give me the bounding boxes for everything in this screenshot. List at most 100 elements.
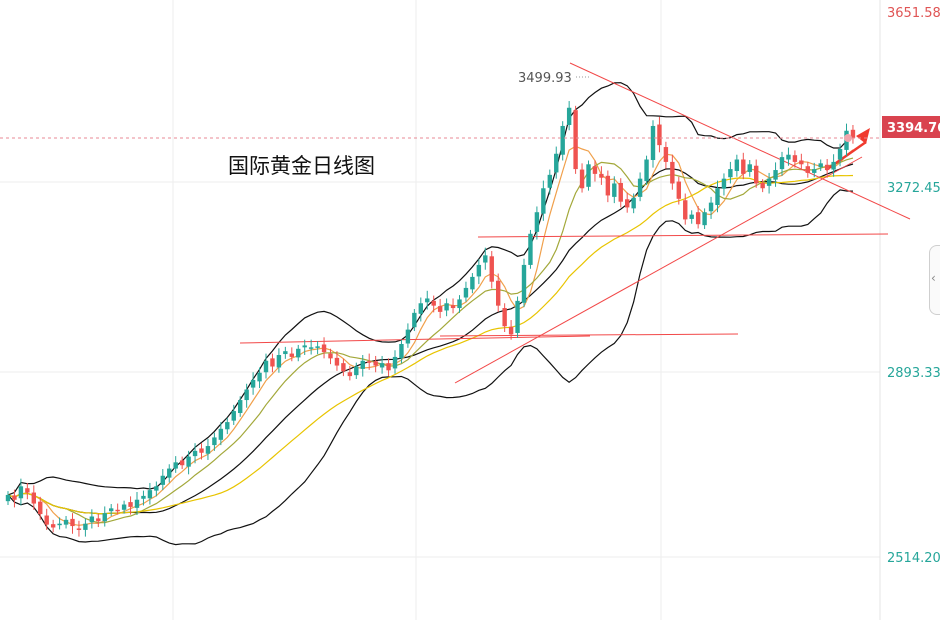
candle-body [657, 124, 662, 146]
candle-body [689, 214, 694, 219]
bollinger-middle-line [7, 163, 854, 515]
support-line-horizontal [439, 333, 739, 337]
current-price-dot [844, 134, 852, 143]
candle-body [431, 300, 436, 306]
descending-trendline [569, 62, 911, 220]
candle-body [605, 175, 611, 196]
candle-body [38, 501, 43, 515]
candle-body [721, 178, 727, 189]
candle-body [102, 513, 107, 522]
candle-body [496, 280, 501, 306]
bollinger-bands [7, 82, 854, 546]
candle-body [373, 361, 378, 366]
candle-body [83, 523, 88, 530]
candle-body [367, 361, 372, 363]
y-tick-label: 2893.33 [887, 366, 940, 381]
candle-body [831, 161, 836, 170]
candle-body [283, 351, 288, 355]
y-tick-label: 3272.45 [887, 181, 940, 196]
candle-body [625, 199, 630, 208]
candle-body [708, 202, 714, 212]
peak-label: 3499.93 [518, 71, 572, 86]
candle-body [18, 486, 24, 499]
candle-body [483, 255, 488, 263]
candle-body [141, 495, 146, 499]
candle-body [121, 504, 127, 510]
candle-body [25, 488, 30, 493]
candle-body [160, 475, 165, 485]
candle-body [663, 147, 669, 162]
candle-body [128, 502, 133, 507]
candle-body [837, 148, 843, 160]
candle-body [147, 490, 153, 499]
candle-body [766, 178, 772, 186]
ma-short-line [7, 145, 854, 526]
y-tick-label: 2514.20 [887, 551, 940, 566]
candle-body [547, 174, 552, 188]
candle-body [328, 353, 333, 359]
candle-body [586, 164, 591, 187]
chart-title: 国际黄金日线图 [228, 154, 375, 178]
candle-body [612, 183, 617, 197]
chart-overlay [0, 76, 882, 143]
candle-body [534, 212, 540, 232]
trendlines [239, 62, 911, 384]
candle-body [308, 347, 314, 349]
candle-body [573, 110, 578, 170]
candle-body [812, 169, 817, 173]
support-line-horizontal [477, 233, 889, 238]
candle-body [644, 159, 649, 182]
candle-body [167, 468, 172, 478]
candle-body [463, 287, 469, 298]
candle-body [528, 233, 533, 265]
moving-averages [7, 145, 854, 526]
candle-body [296, 348, 301, 358]
candle-body [276, 355, 282, 368]
candle-body [334, 357, 340, 366]
candle-body [392, 356, 398, 369]
chevron-left-icon: ‹ [931, 271, 936, 285]
support-line-horizontal [239, 335, 591, 344]
candle-body [754, 165, 759, 184]
candle-body [250, 379, 256, 388]
candle-body [76, 528, 82, 530]
candle-body [154, 486, 159, 491]
candle-body [676, 181, 681, 199]
candle-body [12, 495, 17, 500]
candle-body [444, 303, 449, 311]
candle-body [399, 343, 404, 359]
candle-body [741, 159, 746, 174]
candle-body [437, 306, 443, 312]
candle-body [786, 154, 791, 160]
candle-body [592, 166, 598, 174]
candle-body [173, 462, 178, 469]
candle-body [186, 456, 191, 467]
candle-body [773, 170, 778, 180]
candle-body [315, 346, 320, 348]
candle-body [457, 299, 462, 309]
candle-body [695, 212, 701, 225]
candle-body [579, 169, 585, 189]
side-panel-handle[interactable]: ‹ [929, 245, 940, 315]
bollinger-lower-line [7, 189, 854, 546]
candle-body [405, 329, 411, 344]
candle-body [560, 125, 565, 155]
candle-body [554, 153, 559, 173]
ascending-trendline [454, 156, 863, 384]
candle-body [734, 159, 740, 172]
candle-body [205, 446, 211, 454]
candle-body [50, 524, 56, 528]
candle-body [631, 197, 636, 209]
candle-body [134, 499, 140, 508]
candle-body [347, 372, 353, 377]
candle-body [31, 492, 36, 504]
candle-body [779, 157, 785, 170]
candle-body [508, 326, 514, 335]
projection-arrow-head [856, 128, 870, 144]
candle-body [799, 160, 804, 165]
ma-long-line [7, 174, 854, 515]
candle-body [321, 344, 327, 353]
candle-body [289, 353, 294, 357]
candle-body [637, 178, 643, 197]
